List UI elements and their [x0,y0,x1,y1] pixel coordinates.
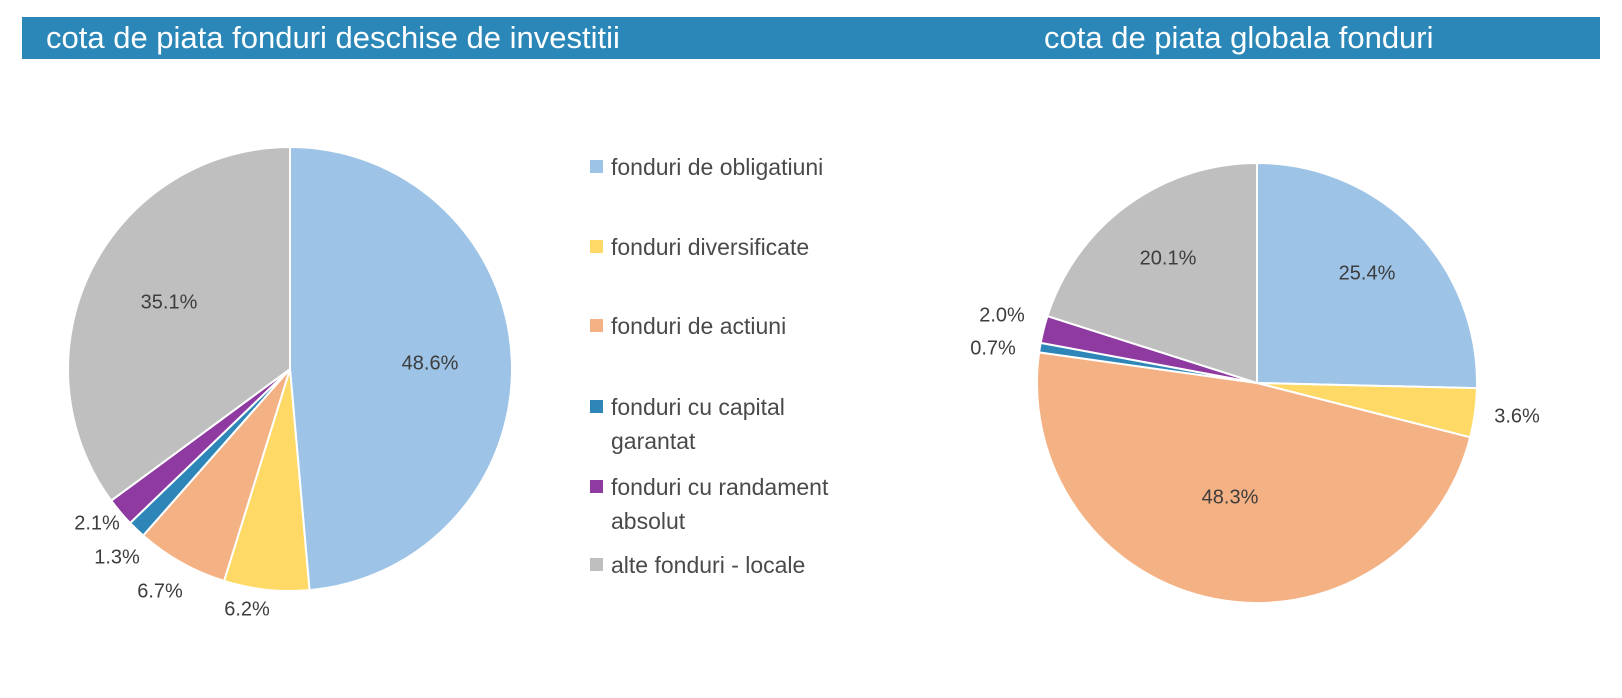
legend-label: alte fonduri - locale [611,552,806,578]
right-data-label-capital-garantat: 0.7% [970,337,1016,359]
legend-swatch [590,400,603,413]
right-data-label-alte-fonduri: 20.1% [1140,247,1197,269]
right-pie-slice-actiuni [1036,351,1472,604]
left-chart-title: cota de piata fonduri deschise de invest… [46,20,620,55]
right-data-label-diversificate: 3.6% [1494,405,1540,427]
left-data-label-randament-absolut: 2.1% [74,512,120,534]
right-data-label-actiuni: 48.3% [1202,486,1259,508]
legend-label: fonduri cu randament absolut [611,474,829,534]
legend-swatch [590,480,603,493]
legend-swatch [590,240,603,253]
right-pie-slice-obligatiuni [1256,161,1478,390]
legend-label: fonduri cu capital garantat [611,394,785,454]
left-data-label-obligatiuni: 48.6% [402,352,459,374]
legend-label: fonduri de obligatiuni [611,154,824,180]
legend-label: fonduri diversificate [611,234,810,260]
right-data-label-randament-absolut: 2.0% [979,304,1025,326]
left-data-label-actiuni: 6.7% [137,580,183,602]
right-data-label-obligatiuni: 25.4% [1339,262,1396,284]
right-pie-slice-alte-fonduri [1046,161,1258,385]
right-chart-title: cota de piata globala fonduri [1044,20,1434,55]
legend-swatch [590,160,603,173]
left-data-label-alte-fonduri: 35.1% [141,291,198,313]
left-pie-slice-alte-fonduri [67,145,291,503]
left-pie-slice-obligatiuni [289,145,513,592]
left-data-label-capital-garantat: 1.3% [94,546,140,568]
legend-label: fonduri de actiuni [611,313,787,339]
left-data-label-diversificate: 6.2% [224,598,270,620]
legend-swatch [590,558,603,571]
legend-swatch [590,319,603,332]
title-banner: cota de piata fonduri deschise de invest… [22,17,1600,59]
